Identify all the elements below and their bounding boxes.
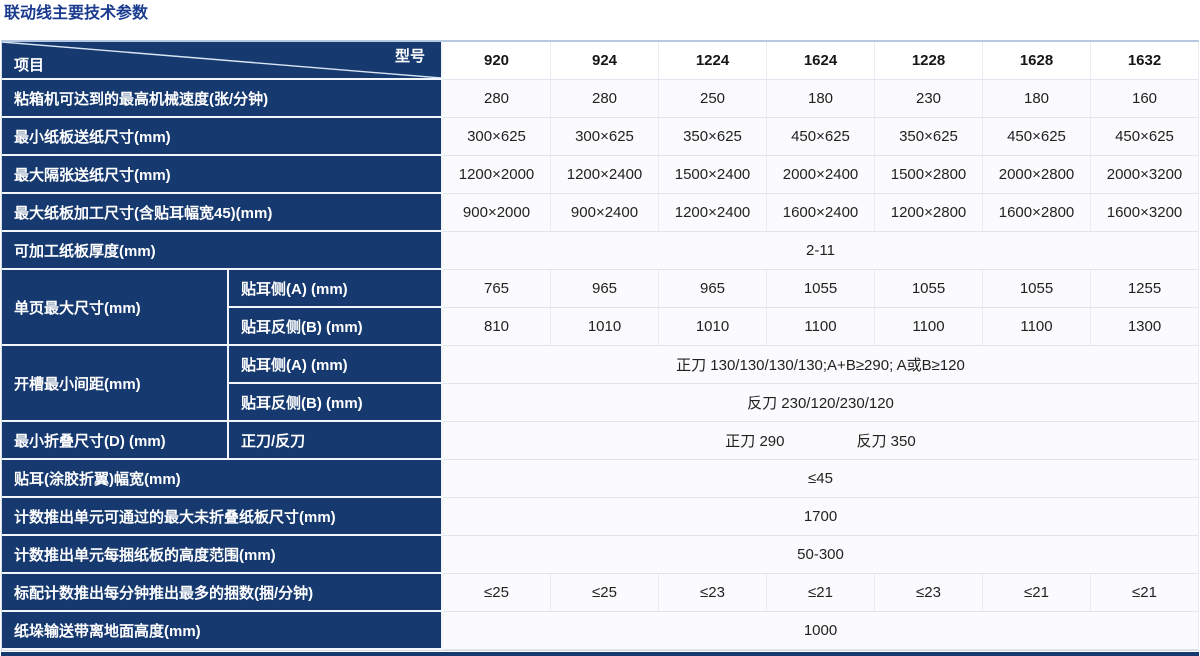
- row-label-max-separator-feed: 最大隔张送纸尺寸(mm): [2, 156, 443, 194]
- model-column-header: 924: [551, 42, 659, 80]
- model-column-header: 1224: [659, 42, 767, 80]
- corner-cols-label: 型号: [394, 48, 425, 65]
- row-sublabel-slot-gap-b: 贴耳反侧(B) (mm): [229, 384, 443, 422]
- spec-table: 项目 型号 920 924 1224 1624 1228 1628 1632 粘…: [1, 40, 1199, 651]
- value-cell-span: 1700: [443, 498, 1199, 536]
- row-sublabel-sheet-max-a: 贴耳侧(A) (mm): [229, 270, 443, 308]
- value-cell: 1055: [875, 270, 983, 308]
- row-label-bundle-height-range: 计数推出单元每捆纸板的高度范围(mm): [2, 536, 443, 574]
- value-cell: 300×625: [551, 118, 659, 156]
- value-cell: 2000×2800: [983, 156, 1091, 194]
- row-label-belt-height: 纸垛输送带离地面高度(mm): [2, 612, 443, 650]
- value-cell: 1600×2400: [767, 194, 875, 232]
- row-group-label-slot-min-gap: 开槽最小间距(mm): [2, 346, 229, 422]
- fold-value-reverse: 反刀 350: [856, 433, 916, 450]
- row-label-thickness: 可加工纸板厚度(mm): [2, 232, 443, 270]
- value-cell: 1100: [983, 308, 1091, 346]
- fold-value-forward: 正刀 290: [725, 433, 785, 450]
- value-cell: 1055: [983, 270, 1091, 308]
- value-cell-span: 50-300: [443, 536, 1199, 574]
- value-cell-span: 正刀 130/130/130/130;A+B≥290; A或B≥120: [443, 346, 1199, 384]
- value-cell: 180: [767, 80, 875, 118]
- value-cell: 450×625: [983, 118, 1091, 156]
- value-cell: 810: [443, 308, 551, 346]
- value-cell: 230: [875, 80, 983, 118]
- model-column-header: 1632: [1091, 42, 1199, 80]
- value-cell: 1200×2800: [875, 194, 983, 232]
- value-cell-span: 2-11: [443, 232, 1199, 270]
- model-column-header: 1228: [875, 42, 983, 80]
- value-cell: ≤21: [1091, 574, 1199, 612]
- value-cell: ≤21: [983, 574, 1091, 612]
- corner-header-cell: 项目 型号: [2, 42, 443, 80]
- page-title: 联动线主要技术参数: [4, 5, 149, 22]
- value-cell: 2000×2400: [767, 156, 875, 194]
- model-column-header: 1628: [983, 42, 1091, 80]
- row-label-min-feed: 最小纸板送纸尺寸(mm): [2, 118, 443, 156]
- value-cell: 1010: [551, 308, 659, 346]
- row-label-max-process: 最大纸板加工尺寸(含贴耳幅宽45)(mm): [2, 194, 443, 232]
- value-cell: 180: [983, 80, 1091, 118]
- model-column-header: 1624: [767, 42, 875, 80]
- value-cell: 965: [659, 270, 767, 308]
- value-cell: 280: [443, 80, 551, 118]
- value-cell: 1010: [659, 308, 767, 346]
- value-cell: ≤25: [551, 574, 659, 612]
- value-cell-span: 反刀 230/120/230/120: [443, 384, 1199, 422]
- value-cell: ≤23: [659, 574, 767, 612]
- row-group-label-sheet-max: 单页最大尺寸(mm): [2, 270, 229, 346]
- value-cell: 900×2000: [443, 194, 551, 232]
- value-cell: 2000×3200: [1091, 156, 1199, 194]
- value-cell: 1100: [767, 308, 875, 346]
- value-cell: ≤21: [767, 574, 875, 612]
- value-cell: 1600×2800: [983, 194, 1091, 232]
- value-cell: 280: [551, 80, 659, 118]
- row-label-flap-width: 贴耳(涂胶折翼)幅宽(mm): [2, 460, 443, 498]
- value-cell: 1600×3200: [1091, 194, 1199, 232]
- value-cell: 450×625: [1091, 118, 1199, 156]
- value-cell: ≤23: [875, 574, 983, 612]
- model-column-header: 920: [443, 42, 551, 80]
- row-sublabel-fold-min: 正刀/反刀: [229, 422, 443, 460]
- value-cell: 1500×2800: [875, 156, 983, 194]
- value-cell: ≤25: [443, 574, 551, 612]
- row-label-max-unfolded: 计数推出单元可通过的最大未折叠纸板尺寸(mm): [2, 498, 443, 536]
- diagonal-divider-line: [2, 42, 441, 78]
- value-cell: 160: [1091, 80, 1199, 118]
- value-cell: 965: [551, 270, 659, 308]
- value-cell: 1255: [1091, 270, 1199, 308]
- bottom-accent-bar: [1, 652, 1199, 656]
- value-cell: 1500×2400: [659, 156, 767, 194]
- value-cell-span: ≤45: [443, 460, 1199, 498]
- value-cell: 350×625: [875, 118, 983, 156]
- value-cell: 1100: [875, 308, 983, 346]
- row-label-bundles-per-min: 标配计数推出每分钟推出最多的捆数(捆/分钟): [2, 574, 443, 612]
- value-cell-span: 1000: [443, 612, 1199, 650]
- row-sublabel-sheet-max-b: 贴耳反侧(B) (mm): [229, 308, 443, 346]
- row-label-speed: 粘箱机可达到的最高机械速度(张/分钟): [2, 80, 443, 118]
- value-cell: 1200×2400: [551, 156, 659, 194]
- row-sublabel-slot-gap-a: 贴耳侧(A) (mm): [229, 346, 443, 384]
- value-cell: 300×625: [443, 118, 551, 156]
- value-cell: 765: [443, 270, 551, 308]
- value-cell: 900×2400: [551, 194, 659, 232]
- value-cell: 350×625: [659, 118, 767, 156]
- corner-rows-label: 项目: [14, 57, 45, 74]
- value-cell: 1055: [767, 270, 875, 308]
- value-cell: 1200×2400: [659, 194, 767, 232]
- value-cell: 1300: [1091, 308, 1199, 346]
- value-cell: 1200×2000: [443, 156, 551, 194]
- value-cell: 250: [659, 80, 767, 118]
- row-label-fold-min: 最小折叠尺寸(D) (mm): [2, 422, 229, 460]
- value-cell: 450×625: [767, 118, 875, 156]
- value-cell-span: 正刀 290 反刀 350: [443, 422, 1199, 460]
